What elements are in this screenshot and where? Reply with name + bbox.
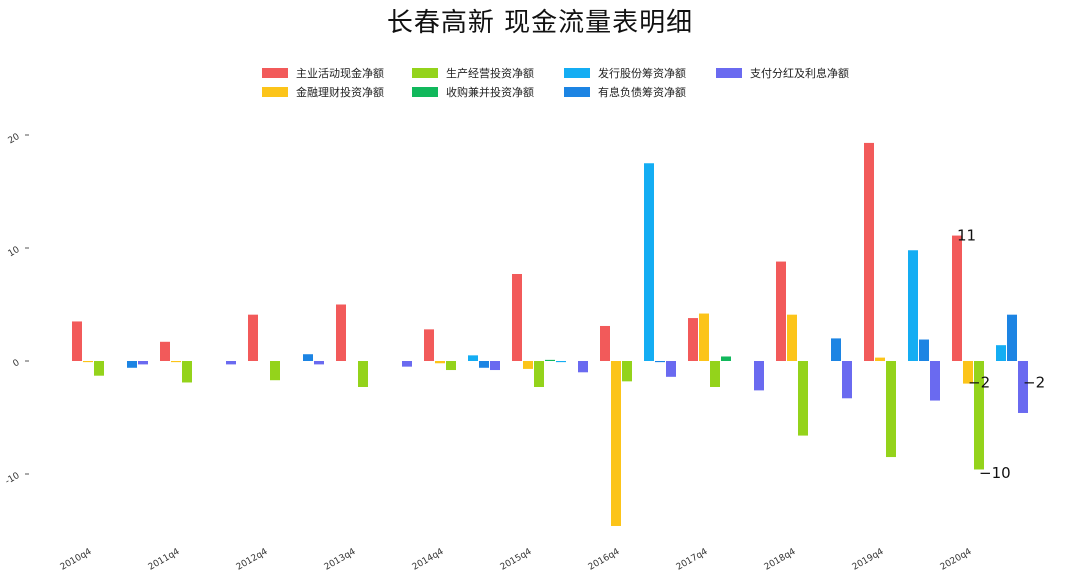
bar — [1007, 314, 1017, 361]
legend-label: 有息负债筹资净额 — [598, 86, 686, 99]
bar — [556, 361, 566, 363]
x-tick-label: 2015q4 — [499, 547, 534, 573]
bar — [875, 357, 885, 361]
bar — [842, 361, 852, 399]
x-tick-label: 2011q4 — [147, 547, 182, 573]
bar — [831, 338, 841, 361]
bar — [303, 354, 313, 361]
x-tick-label: 2016q4 — [587, 547, 622, 573]
bar — [754, 361, 764, 391]
bar — [666, 361, 676, 377]
bar — [402, 361, 412, 367]
bar — [72, 321, 82, 361]
bar — [710, 361, 720, 387]
x-tick-label: 2010q4 — [59, 547, 94, 573]
bar — [248, 314, 258, 361]
chart-legend: 主业活动现金净额 生产经营投资净额 发行股份筹资净额 支付分红及利息净额金融理财投资净… — [262, 66, 902, 99]
legend-swatch — [262, 87, 288, 97]
legend-label: 生产经营投资净额 — [446, 67, 534, 80]
bar — [776, 261, 786, 361]
bar — [127, 361, 137, 368]
bar — [226, 361, 236, 365]
bar — [336, 304, 346, 361]
legend-swatch — [716, 68, 742, 78]
legend-label: 收购兼并投资净额 — [446, 86, 534, 99]
bar — [622, 361, 632, 382]
bar — [182, 361, 192, 383]
bar — [1018, 361, 1028, 413]
bar — [468, 355, 478, 361]
legend-label: 金融理财投资净额 — [296, 86, 384, 99]
bar — [611, 361, 621, 526]
bar — [83, 361, 93, 363]
legend-label: 发行股份筹资净额 — [598, 67, 686, 80]
legend-swatch — [262, 68, 288, 78]
legend-item: 收购兼并投资净额 — [412, 85, 564, 99]
bar — [787, 314, 797, 361]
x-tick-label: 2013q4 — [323, 547, 358, 573]
bar — [996, 345, 1006, 361]
legend-label: 支付分红及利息净额 — [750, 67, 849, 80]
legend-label: 主业活动现金净额 — [296, 67, 384, 80]
data-label: 11 — [957, 227, 976, 245]
x-tick-label: 2012q4 — [235, 547, 270, 573]
bar — [358, 361, 368, 387]
bar — [908, 250, 918, 361]
bar — [864, 142, 874, 361]
bar — [523, 361, 533, 369]
legend-item: 支付分红及利息净额 — [716, 66, 866, 80]
bar — [490, 361, 500, 371]
x-tick-label: 2014q4 — [411, 547, 446, 573]
bar — [435, 361, 445, 364]
bar — [974, 361, 984, 470]
legend-item: 有息负债筹资净额 — [564, 85, 716, 99]
legend-swatch — [564, 68, 590, 78]
legend-item: 主业活动现金净额 — [262, 66, 412, 80]
bar — [963, 361, 973, 384]
bar — [314, 361, 324, 365]
legend-swatch — [564, 87, 590, 97]
bar — [919, 339, 929, 361]
x-tick-label: 2017q4 — [675, 547, 710, 573]
bar — [160, 341, 170, 361]
data-label: −2 — [1023, 374, 1045, 392]
bar — [699, 313, 709, 361]
y-tick-label: 0 — [12, 358, 22, 370]
bar — [534, 361, 544, 387]
bar — [578, 361, 588, 373]
x-tick-label: 2018q4 — [763, 547, 798, 573]
legend-swatch — [412, 87, 438, 97]
bar — [545, 359, 555, 361]
data-label: −2 — [968, 374, 990, 392]
bar — [798, 361, 808, 436]
x-tick-label: 2020q4 — [939, 547, 974, 573]
data-label: −10 — [979, 464, 1011, 482]
bar — [138, 361, 148, 365]
y-tick-label: 20 — [7, 132, 22, 147]
bar — [886, 361, 896, 458]
chart-title: 长春高新 现金流量表明细 — [386, 8, 694, 38]
bar — [171, 361, 181, 363]
x-tick-label: 2019q4 — [851, 547, 886, 573]
bar — [930, 361, 940, 401]
bar — [446, 361, 456, 371]
bar — [270, 361, 280, 381]
bar — [655, 361, 665, 363]
y-tick-label: 10 — [7, 245, 22, 260]
bar — [479, 361, 489, 368]
bar — [644, 163, 654, 361]
bar — [688, 318, 698, 361]
legend-swatch — [412, 68, 438, 78]
legend-item: 发行股份筹资净额 — [564, 66, 716, 80]
legend-item: 生产经营投资净额 — [412, 66, 564, 80]
bar — [952, 235, 962, 361]
y-tick-label: -10 — [4, 471, 22, 487]
bar — [424, 329, 434, 361]
bar — [600, 325, 610, 361]
bar — [94, 361, 104, 376]
legend-item: 金融理财投资净额 — [262, 85, 412, 99]
bar — [721, 356, 731, 361]
bar — [512, 273, 522, 361]
